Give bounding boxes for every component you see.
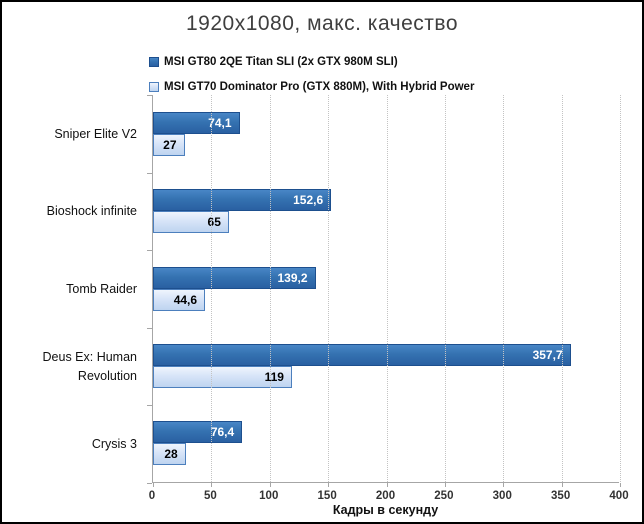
x-tick-label: 0	[148, 490, 156, 502]
gridline	[211, 95, 213, 482]
x-tick-label: 100	[259, 490, 279, 502]
bar-light: 44,6	[153, 288, 206, 311]
bar-row: 74,1 27	[153, 95, 619, 172]
legend-label: MSI GT80 2QE Titan SLI (2x GTX 980M SLI)	[164, 56, 398, 68]
legend-item-gt70: MSI GT70 Dominator Pro (GTX 880M), With …	[149, 77, 474, 97]
x-tick-mark	[561, 483, 563, 487]
legend-swatch-light-icon	[149, 82, 159, 92]
legend-swatch-dark-icon	[149, 57, 159, 67]
x-tick-label: 300	[492, 490, 512, 502]
y-tick-mark	[147, 172, 152, 174]
bar-value-label: 74,1	[208, 115, 232, 130]
x-axis-title: Кадры в секунду	[332, 503, 439, 517]
chart-title: 1920x1080, макс. качество	[185, 12, 459, 35]
category-axis-labels: Sniper Elite V2 Bioshock infinite Tomb Rai…	[6, 95, 146, 483]
category-label: Crysis 3	[91, 437, 137, 452]
x-tick-mark	[269, 483, 271, 487]
y-tick-mark	[147, 95, 152, 96]
gridline	[328, 95, 330, 482]
x-tick-mark	[503, 483, 505, 487]
category-label: Deus Ex: Human Revolution	[42, 350, 137, 383]
gridline	[386, 95, 388, 482]
bar-value-label: 65	[207, 215, 221, 230]
bar-light: 27	[153, 133, 185, 156]
x-tick-label: 250	[434, 490, 454, 502]
y-tick-mark	[147, 250, 152, 252]
bar-dark: 357,7	[153, 343, 571, 366]
gridline	[444, 95, 446, 482]
bar-value-label: 28	[164, 447, 178, 462]
x-tick-mark	[328, 483, 330, 487]
bar-value-label: 152,6	[293, 193, 324, 208]
x-tick-label: 200	[375, 490, 396, 502]
x-tick-label: 50	[203, 490, 217, 502]
x-tick-mark	[211, 483, 213, 487]
bar-row: 139,2 44,6	[153, 250, 619, 327]
bar-light: 65	[153, 211, 229, 234]
bar-rows: 74,1 27 152,6 65 139,2 44,6 357,7 119 76,4 28	[153, 95, 619, 482]
bar-row: 152,6 65	[153, 172, 619, 249]
plot-area: 74,1 27 152,6 65 139,2 44,6 357,7 119 76,4 28	[147, 95, 621, 487]
x-tick-mark	[386, 483, 388, 487]
x-axis-tick-labels: 0 50 100 150 200 250 300 350 400	[148, 490, 629, 504]
legend: MSI GT80 2QE Titan SLI (2x GTX 980M SLI)…	[149, 52, 474, 102]
gridline	[561, 95, 563, 482]
bar-value-label: 27	[163, 137, 177, 152]
bar-value-label: 357,7	[532, 347, 563, 362]
category-label: Tomb Raider	[66, 281, 137, 296]
bar-dark: 74,1	[153, 111, 240, 134]
bar-row: 357,7 119	[153, 327, 619, 404]
bar-dark: 139,2	[153, 266, 316, 289]
x-tick-mark	[620, 483, 621, 487]
y-tick-mark	[147, 405, 152, 407]
gridline	[269, 95, 271, 482]
bar-dark: 152,6	[153, 189, 332, 212]
x-tick-label: 350	[551, 490, 571, 502]
bar-value-label: 44,6	[173, 292, 198, 307]
bar-value-label: 139,2	[277, 270, 308, 285]
gridline	[620, 95, 621, 482]
gridline	[503, 95, 505, 482]
category-label: Sniper Elite V2	[54, 126, 137, 141]
y-tick-mark	[147, 483, 152, 484]
legend-label: MSI GT70 Dominator Pro (GTX 880M), With …	[164, 81, 475, 93]
category-label: Bioshock infinite	[46, 204, 137, 219]
bar-light: 28	[153, 443, 186, 466]
bar-value-label: 119	[264, 369, 284, 384]
bar-value-label: 76,4	[210, 425, 235, 440]
legend-item-gt80: MSI GT80 2QE Titan SLI (2x GTX 980M SLI)	[149, 52, 474, 72]
x-tick-label: 150	[317, 490, 337, 502]
x-tick-label: 400	[609, 490, 629, 502]
bar-row: 76,4 28	[153, 405, 619, 482]
bar-dark: 76,4	[153, 421, 243, 444]
y-tick-mark	[147, 327, 152, 329]
x-tick-mark	[444, 483, 446, 487]
x-tick-mark	[153, 483, 154, 487]
bar-light: 119	[153, 365, 292, 388]
